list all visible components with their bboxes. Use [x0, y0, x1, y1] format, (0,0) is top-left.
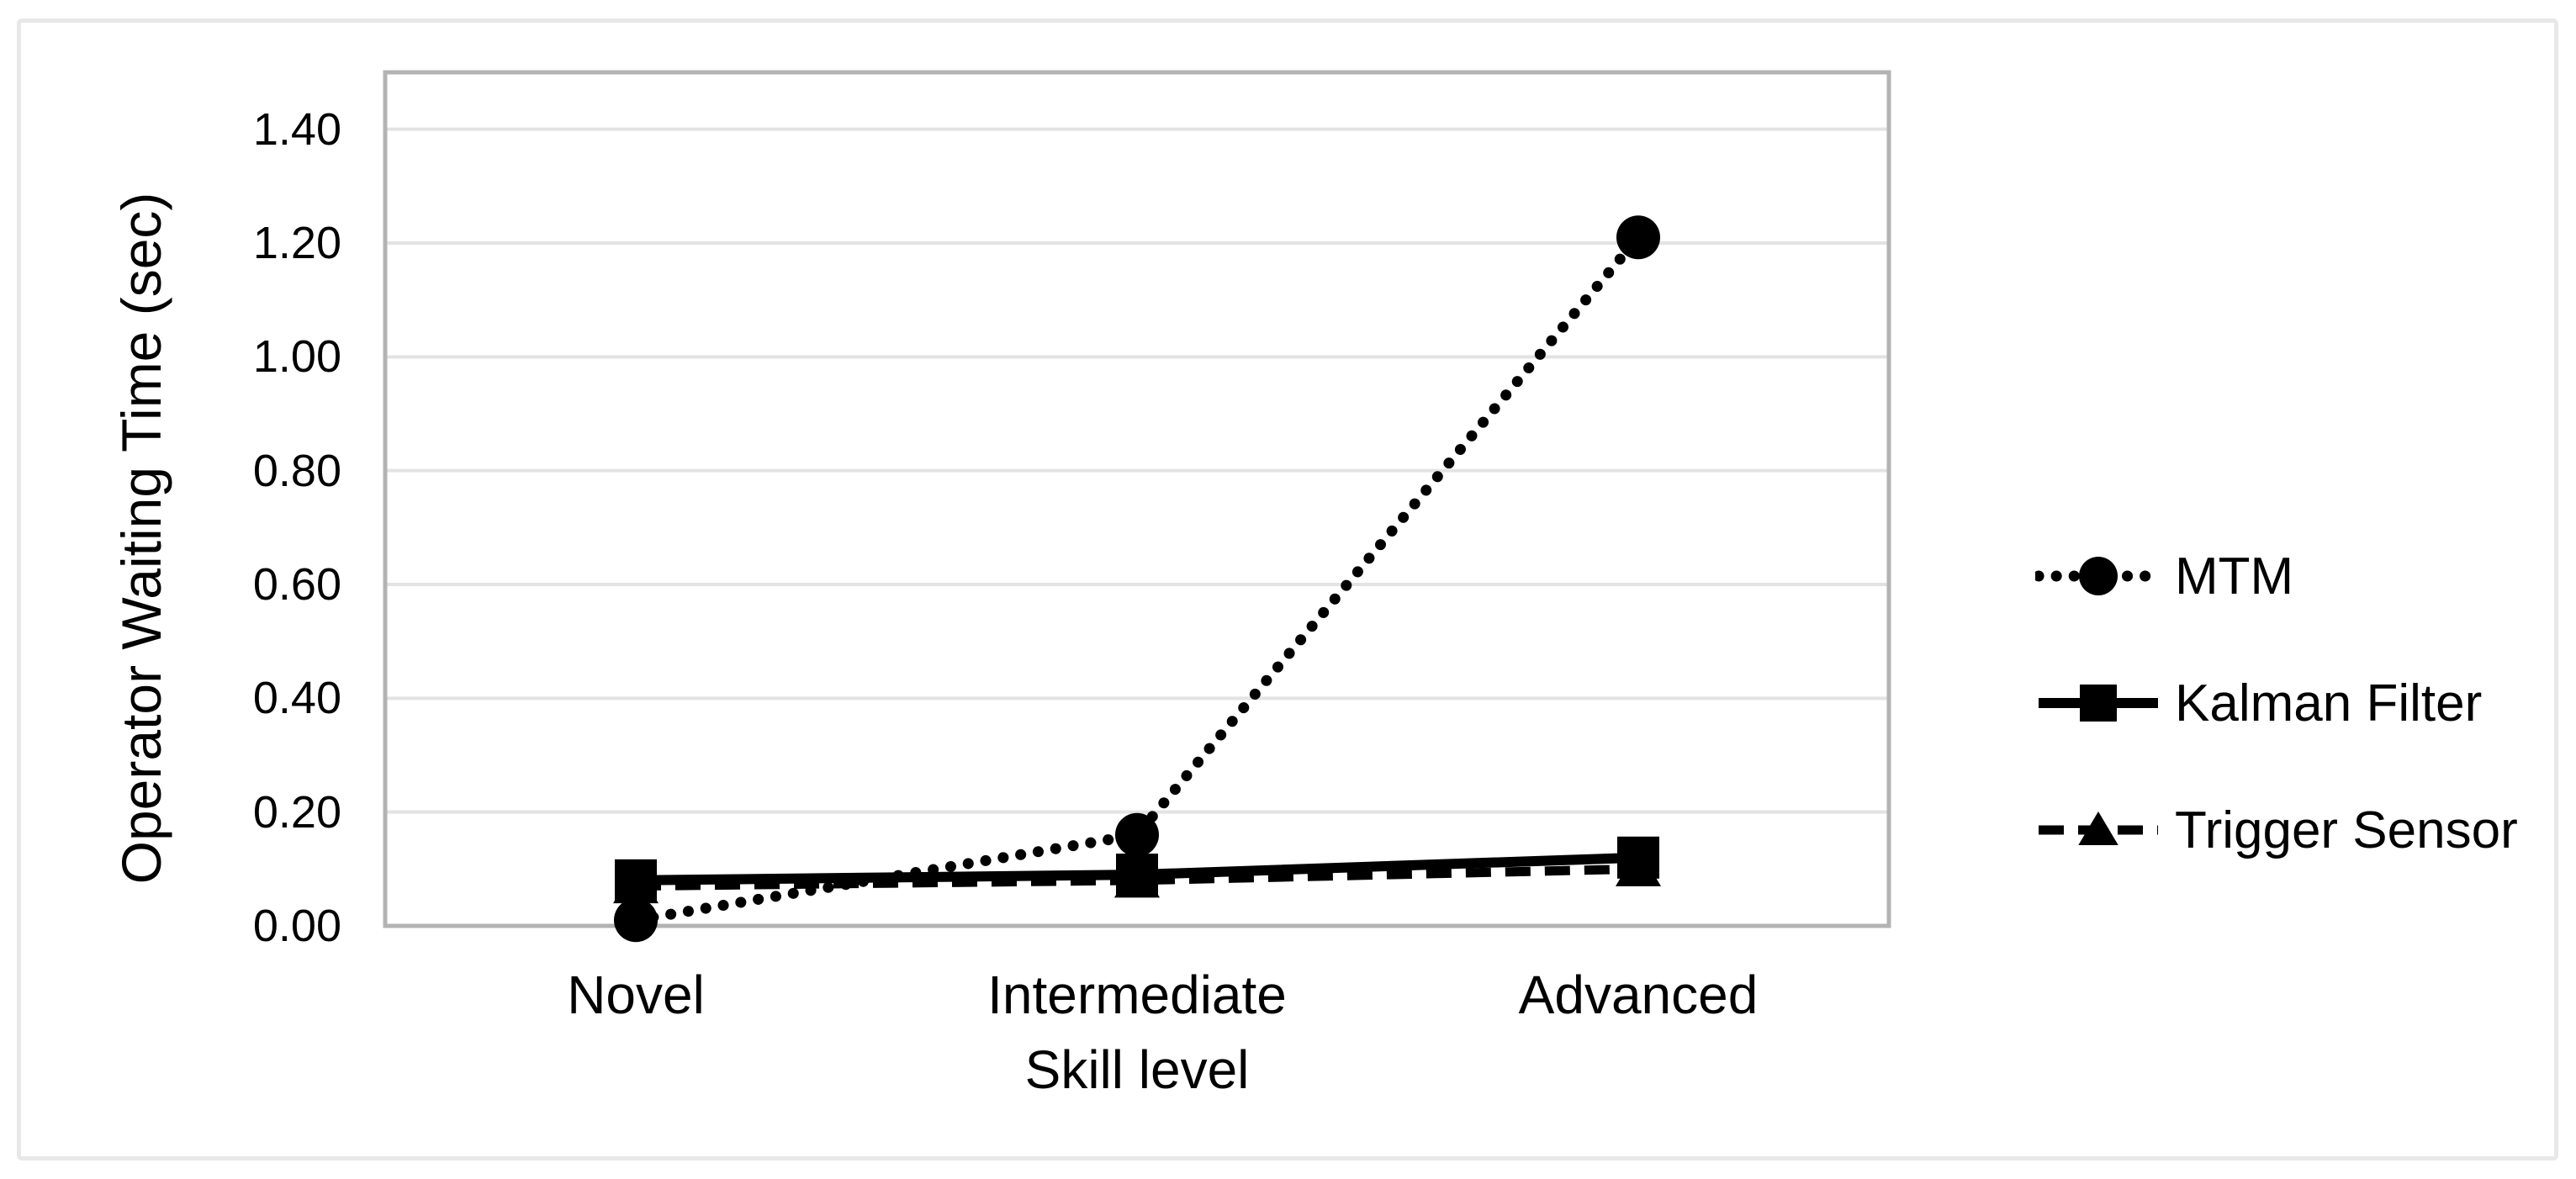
legend-item-mtm: MTM: [2035, 544, 2293, 608]
legend-key-mtm: [2035, 557, 2161, 595]
y-axis-title: Operator Waiting Time (sec): [110, 192, 172, 885]
series-line-trigger-sensor: [635, 864, 1639, 891]
series-mtm-circle-marker: [1115, 812, 1159, 857]
series-kalman-filter-square-marker: [1116, 854, 1158, 896]
legend-kalman-filter-square-marker: [2080, 685, 2117, 722]
y-tick-label: 0.20: [252, 786, 341, 838]
legend-trigger-sensor-triangle-marker: [2078, 812, 2118, 846]
legend-label-kalman-filter: Kalman Filter: [2175, 674, 2483, 732]
x-category-label-intermediate: Intermediate: [987, 965, 1287, 1025]
y-tick-label: 1.40: [252, 103, 341, 155]
x-category-label-novel: Novel: [567, 965, 705, 1025]
y-tick-label: 0.80: [252, 445, 341, 496]
y-tick-label: 0.00: [252, 901, 341, 951]
legend-key-trigger-sensor: [2039, 812, 2158, 846]
series-kalman-filter-square-marker: [1617, 836, 1659, 879]
legend-label-trigger-sensor: Trigger Sensor: [2175, 801, 2518, 859]
series-mtm-circle-marker: [1616, 215, 1660, 260]
y-tick-label: 1.00: [252, 331, 341, 383]
legend-item-kalman-filter: Kalman Filter: [2035, 671, 2482, 735]
y-tick-label: 0.60: [252, 559, 341, 610]
legend-key-kalman-filter: [2039, 685, 2158, 722]
figure-border: [17, 19, 2558, 1160]
legend-mtm-circle-marker: [2079, 557, 2118, 595]
legend-label-mtm: MTM: [2175, 547, 2294, 605]
series-line-mtm: [630, 231, 1644, 926]
plot-border: [383, 70, 1891, 928]
x-axis-title: Skill level: [1024, 1039, 1250, 1100]
legend-item-trigger-sensor: Trigger Sensor: [2035, 798, 2518, 862]
series-mtm-circle-marker: [614, 898, 658, 943]
y-tick-label: 0.40: [252, 673, 341, 724]
y-tick-label: 1.20: [252, 218, 341, 268]
x-category-label-advanced: Advanced: [1518, 965, 1759, 1025]
series-kalman-filter-square-marker: [615, 859, 657, 901]
